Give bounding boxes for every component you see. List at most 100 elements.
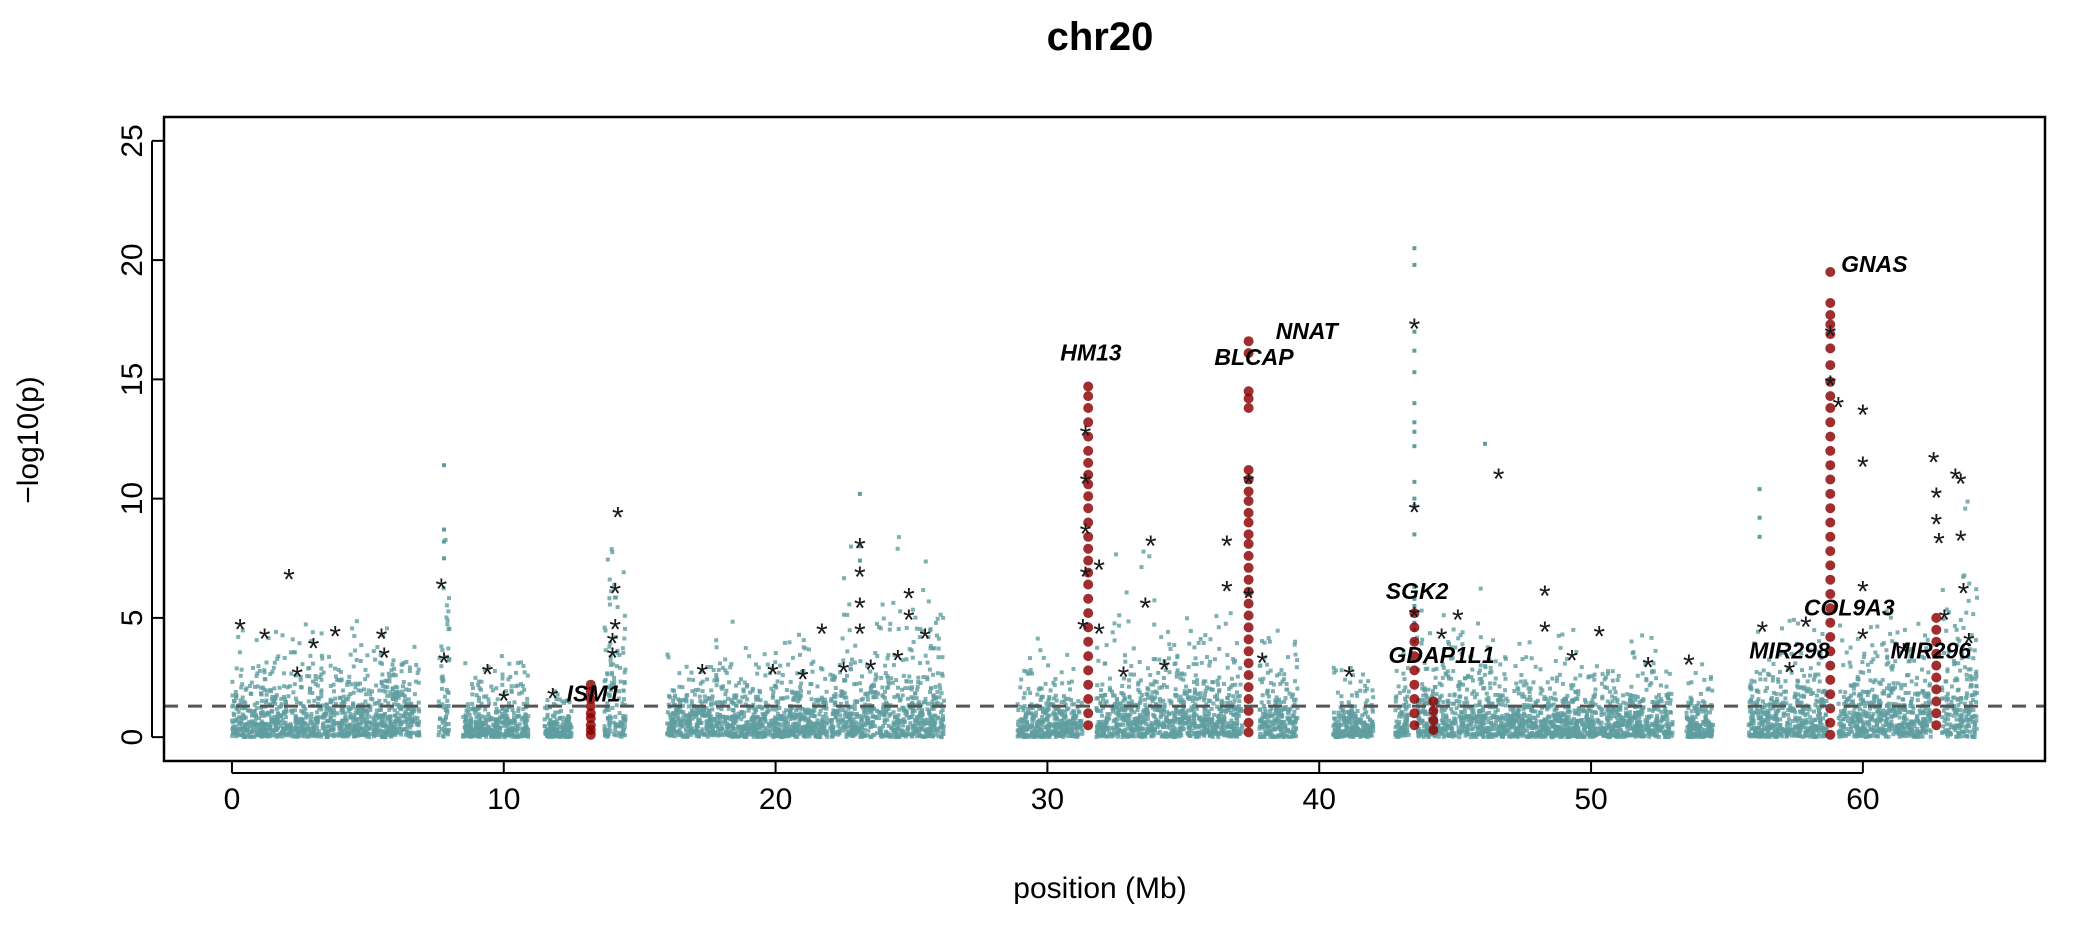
snp-point: [684, 664, 689, 669]
snp-point: [1202, 729, 1207, 734]
snp-point: [833, 709, 838, 714]
snp-point: [603, 628, 608, 633]
snp-point: [339, 701, 344, 706]
snp-point: [1020, 733, 1025, 738]
snp-point: [670, 711, 675, 716]
snp-point: [1046, 728, 1051, 733]
snp-point: [1180, 727, 1185, 732]
snp-point: [1332, 716, 1337, 721]
snp-point: [307, 665, 312, 670]
snp-point: [482, 667, 487, 672]
snp-point: [307, 690, 312, 695]
snp-point: [250, 734, 255, 739]
snp-point: [298, 701, 303, 706]
snp-point: [928, 628, 933, 633]
snp-point: [889, 676, 894, 681]
snp-point: [1015, 728, 1020, 733]
snp-point: [908, 705, 913, 710]
snp-point: [1173, 661, 1178, 666]
snp-point: [340, 688, 345, 693]
snp-point: [1095, 683, 1100, 688]
snp-point: [1037, 729, 1042, 734]
snp-point: [1076, 732, 1081, 737]
snp-point: [795, 727, 800, 732]
snp-point: [373, 657, 378, 662]
snp-point: [787, 732, 792, 737]
snp-point: [1168, 647, 1173, 651]
snp-point: [1231, 726, 1236, 731]
snp-point: [1210, 721, 1214, 726]
snp-point: [799, 715, 804, 720]
snp-point: [726, 730, 731, 735]
snp-point: [336, 667, 341, 672]
snp-point: [936, 655, 941, 660]
snp-point: [1295, 658, 1300, 662]
snp-point: [873, 690, 878, 695]
snp-point: [389, 705, 393, 710]
snp-point: [510, 719, 515, 723]
snp-point: [1236, 713, 1241, 718]
snp-point: [569, 709, 574, 714]
snp-point: [608, 640, 613, 645]
snp-point: [302, 704, 307, 709]
snp-point: [250, 725, 255, 730]
snp-point: [544, 704, 549, 709]
snp-point: [1276, 725, 1281, 729]
snp-point: [1192, 711, 1197, 716]
snp-point: [726, 726, 731, 731]
snp-point: [816, 726, 821, 731]
snp-point: [741, 687, 746, 692]
snp-point: [1159, 635, 1164, 640]
snp-point: [848, 733, 853, 738]
snp-point: [513, 684, 518, 689]
snp-point: [777, 705, 782, 710]
snp-point: [702, 705, 707, 710]
snp-point: [799, 729, 804, 734]
snp-point: [686, 715, 691, 720]
snp-point: [1098, 734, 1103, 739]
snp-point: [269, 697, 274, 702]
snp-point: [714, 675, 719, 680]
snp-point: [282, 694, 286, 699]
snp-point: [412, 692, 417, 697]
snp-point: [412, 644, 417, 649]
snp-point: [603, 731, 608, 736]
snp-point: [375, 723, 379, 728]
snp-point: [820, 718, 825, 722]
snp-point: [488, 730, 493, 735]
snp-point: [495, 697, 500, 702]
snp-point: [521, 706, 526, 711]
snp-point: [1206, 717, 1211, 722]
snp-point: [1047, 725, 1052, 729]
snp-point: [356, 724, 361, 729]
snp-point: [834, 711, 839, 716]
snp-point: [714, 673, 719, 677]
snp-point: [393, 722, 398, 727]
snp-point: [930, 734, 935, 739]
snp-point: [715, 678, 720, 683]
snp-point: [272, 699, 277, 704]
snp-point: [1237, 699, 1242, 704]
snp-point: [605, 716, 610, 720]
snp-point: [248, 709, 253, 714]
snp-point: [446, 722, 451, 726]
snp-point: [512, 715, 516, 720]
snp-point: [1290, 692, 1295, 697]
snp-point: [1034, 710, 1039, 715]
snp-point: [1188, 733, 1193, 738]
snp-point: [513, 734, 518, 739]
snp-point: [231, 711, 236, 716]
snp-point: [1216, 625, 1221, 630]
snp-point: [849, 722, 854, 727]
snp-point: [489, 732, 494, 737]
snp-point: [622, 681, 627, 686]
snp-point: [821, 706, 826, 710]
snp-point: [406, 697, 411, 702]
snp-point: [504, 689, 509, 694]
snp-point: [933, 732, 938, 737]
snp-point: [1036, 687, 1041, 692]
snp-point: [754, 714, 759, 719]
snp-point: [1054, 723, 1059, 728]
snp-point: [1219, 709, 1224, 713]
